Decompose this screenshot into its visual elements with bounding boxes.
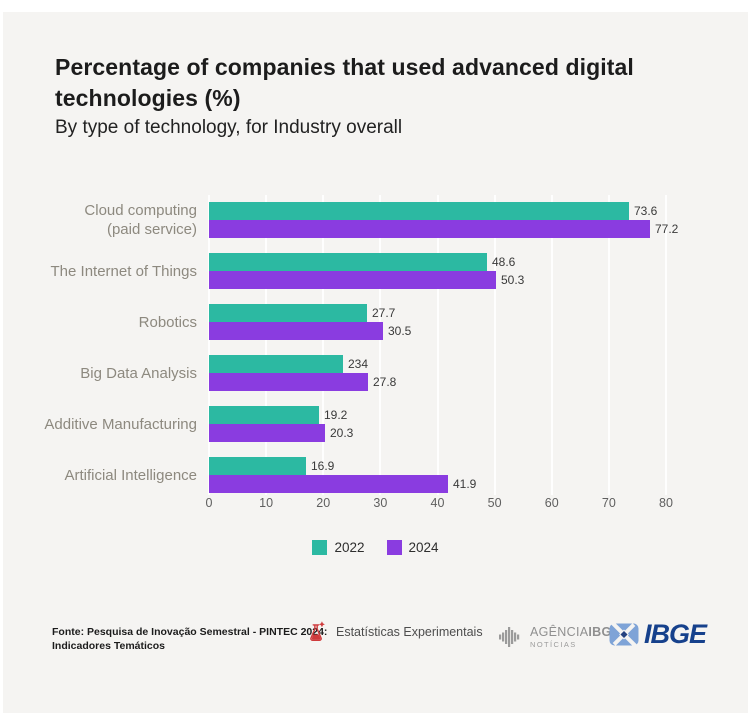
value-label: 27.7 <box>372 306 396 320</box>
legend-swatch-2022 <box>312 540 328 555</box>
value-label: 73.6 <box>634 204 658 218</box>
bar-2024 <box>209 424 325 442</box>
bar-2022 <box>209 253 487 271</box>
chart-legend: 2022 2024 <box>3 540 748 555</box>
value-label: 20.3 <box>330 426 354 440</box>
legend-label-2024: 2024 <box>408 540 439 555</box>
gridline <box>208 195 210 495</box>
bar-2024 <box>209 373 368 391</box>
legend-item-2022: 2022 <box>312 540 365 555</box>
bar-2022 <box>209 304 367 322</box>
ibge-logo: IBGE <box>609 619 707 650</box>
category-label: Artificial Intelligence <box>64 466 197 484</box>
ibge-logo-mark <box>609 622 639 647</box>
bar-2024 <box>209 271 496 289</box>
agencia-ibge-icon <box>499 627 520 647</box>
gridline <box>322 195 325 495</box>
infographic-card: Percentage of companies that used advanc… <box>3 12 748 713</box>
legend-swatch-2024 <box>386 540 402 555</box>
legend-item-2024: 2024 <box>386 540 439 555</box>
ibge-wordmark: IBGE <box>644 619 707 649</box>
agencia-noticias-label: NOTÍCIAS <box>530 640 577 649</box>
x-tick-label: 60 <box>544 496 559 510</box>
bar-2024 <box>209 475 448 493</box>
category-label: Robotics <box>138 313 197 331</box>
bar-2022 <box>209 406 319 424</box>
value-label: 27.8 <box>373 375 397 389</box>
x-tick-label: 70 <box>601 496 616 510</box>
value-label: 16.9 <box>311 459 335 473</box>
value-label: 48.6 <box>492 255 516 269</box>
chart-title: Percentage of companies that used advanc… <box>55 54 634 111</box>
bar-2022 <box>209 457 306 475</box>
source-note: Fonte: Pesquisa de Inovação Semestral - … <box>52 625 327 653</box>
source-line-2: Indicadores Temáticos <box>52 640 166 652</box>
value-label: 30.5 <box>388 324 412 338</box>
bar-2024 <box>209 220 650 238</box>
chart-subtitle: By type of technology, for Industry over… <box>55 117 403 138</box>
x-tick-label: 50 <box>487 496 502 510</box>
gridline <box>493 195 496 495</box>
agencia-ibge-noticias-logo: AGÊNCIAIBGE NOTÍCIAS <box>498 623 620 651</box>
bar-2022 <box>209 202 629 220</box>
gridline <box>550 195 553 495</box>
experimental-statistics-badge: Estatísticas Experimentais <box>306 620 483 644</box>
value-label: 234 <box>348 357 369 371</box>
legend-label-2022: 2022 <box>334 540 365 555</box>
agencia-word: AGÊNCIA <box>530 625 589 639</box>
agencia-ibge-name: AGÊNCIAIBGE <box>530 625 620 639</box>
agencia-ibge-text: AGÊNCIAIBGE NOTÍCIAS <box>530 625 620 649</box>
bar-2022 <box>209 355 343 373</box>
source-line-1: Fonte: Pesquisa de Inovação Semestral - … <box>52 626 328 638</box>
value-label: 50.3 <box>501 273 525 287</box>
value-label: 19.2 <box>324 408 348 422</box>
value-label: 77.2 <box>655 222 679 236</box>
category-label: Additive Manufacturing <box>44 415 197 433</box>
flask-icon <box>310 621 325 642</box>
category-label: Big Data Analysis <box>80 364 197 382</box>
bar-chart: Cloud computing (paid service) 73.6 77.2 Th… <box>3 12 748 713</box>
category-label: The Internet of Things <box>50 262 197 280</box>
x-tick-label: 40 <box>430 496 445 510</box>
experimental-statistics-label: Estatísticas Experimentais <box>336 625 483 639</box>
gridline <box>607 195 610 495</box>
x-tick-label: 20 <box>316 496 331 510</box>
gridline <box>265 195 268 495</box>
x-tick-label: 0 <box>205 496 213 510</box>
bar-2024 <box>209 322 383 340</box>
gridline <box>436 195 439 495</box>
gridline <box>379 195 382 495</box>
gridline <box>665 195 667 495</box>
x-tick-label: 80 <box>659 496 673 510</box>
x-tick-label: 10 <box>259 496 274 510</box>
category-label: Cloud computing (paid service) <box>84 202 197 238</box>
x-tick-label: 30 <box>373 496 388 510</box>
value-label: 41.9 <box>453 477 477 491</box>
